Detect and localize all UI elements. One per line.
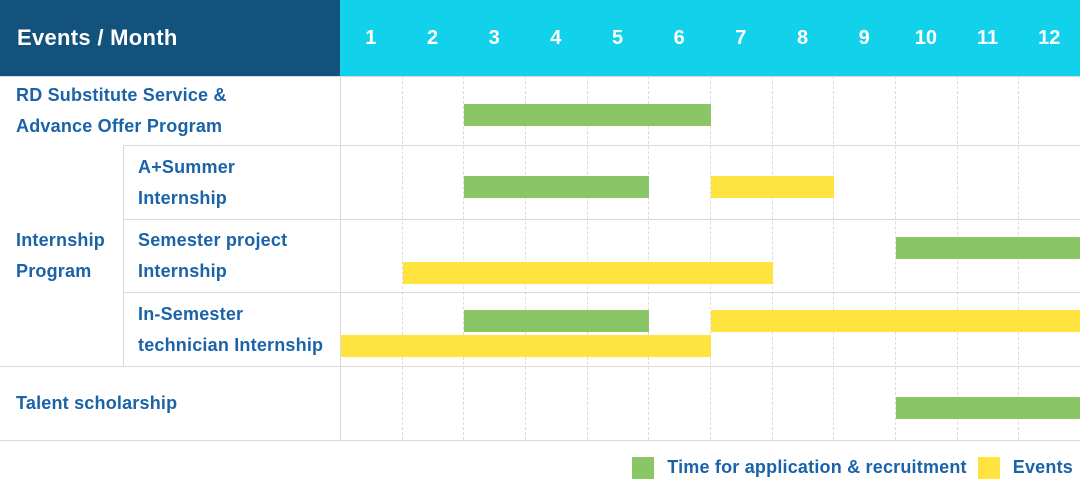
month-gridline	[833, 76, 835, 440]
row-chart-semester-project-internship	[340, 220, 1080, 292]
row-label-in-semester-technician-internship: In-Semester technician Internship	[138, 303, 324, 355]
table-row-in-semester-technician-internship: In-Semester technician Internship	[0, 292, 1080, 366]
row-chart-in-semester-technician-internship	[340, 293, 1080, 366]
month-header-row: 1 2 3 4 5 6 7 8 9 10 11 12	[340, 0, 1080, 76]
month-header-3: 3	[488, 26, 500, 49]
bar-in-semester-technician-internship-green-m3	[464, 310, 650, 332]
month-gridline	[710, 76, 711, 440]
legend: Time for application & recruitment Event…	[0, 441, 1080, 494]
month-header-12: 12	[1038, 26, 1061, 49]
bar-a-plus-summer-internship-yellow-m7	[711, 175, 835, 198]
group-cell-internship-program: Internship Program	[0, 145, 124, 366]
legend-label-application: Time for application & recruitment	[667, 457, 967, 477]
row-label-talent-scholarship: Talent scholarship	[16, 393, 178, 413]
table-row-semester-project-internship: Semester project Internship	[0, 219, 1080, 292]
bar-rd-substitute-service-green-m3	[464, 104, 711, 126]
month-gridline	[771, 76, 773, 440]
bar-semester-project-internship-green-m10	[896, 237, 1080, 259]
table-header: Events / Month 1 2 3 4 5 6 7 8 9 10 11 12	[0, 0, 1080, 76]
table-row-rd-substitute-service: RD Substitute Service & Advance Offer Pr…	[0, 76, 1080, 145]
month-header-8: 8	[796, 26, 809, 49]
month-header-10: 10	[914, 26, 937, 49]
header-title-cell: Events / Month	[0, 0, 340, 76]
month-header-2: 2	[426, 26, 439, 49]
legend-label-events: Events	[1012, 457, 1073, 477]
table-row-talent-scholarship: Talent scholarship	[0, 366, 1080, 440]
month-header-6: 6	[673, 26, 685, 49]
bar-in-semester-technician-internship-yellow-m1	[341, 335, 711, 357]
month-header-5: 5	[611, 26, 624, 49]
legend-item-application: Time for application & recruitment	[632, 456, 967, 479]
table-body: RD Substitute Service & Advance Offer Pr…	[0, 76, 1080, 440]
table-body-wrap: RD Substitute Service & Advance Offer Pr…	[0, 76, 1080, 441]
month-header-4: 4	[550, 26, 562, 49]
yellow-swatch-icon	[977, 456, 1000, 479]
month-gridline	[401, 76, 403, 440]
bar-in-semester-technician-internship-yellow-m7	[711, 310, 1080, 332]
green-swatch-icon	[632, 456, 655, 479]
row-label-a-plus-summer-internship: A+Summer Internship	[138, 156, 236, 208]
legend-item-events: Events	[977, 456, 1073, 479]
month-header-7: 7	[735, 26, 747, 49]
bar-a-plus-summer-internship-green-m3	[464, 175, 650, 198]
bar-semester-project-internship-yellow-m2	[402, 262, 773, 284]
month-header-9: 9	[858, 26, 870, 49]
month-header-11: 11	[976, 26, 999, 49]
month-gridline	[463, 76, 465, 440]
row-label-rd-substitute-service: RD Substitute Service & Advance Offer Pr…	[16, 85, 227, 136]
month-gridline	[525, 76, 526, 440]
row-chart-rd-substitute-service	[340, 77, 1080, 145]
month-gridline	[895, 76, 896, 440]
row-chart-a-plus-summer-internship	[340, 146, 1080, 219]
month-header-1: 1	[365, 26, 377, 49]
bar-talent-scholarship-green-m10	[896, 396, 1080, 419]
month-gridline	[586, 76, 588, 440]
row-label-semester-project-internship: Semester project Internship	[138, 230, 288, 281]
row-chart-talent-scholarship	[340, 367, 1080, 440]
month-gridline	[648, 76, 650, 440]
table-row-a-plus-summer-internship: A+Summer Internship	[0, 145, 1080, 219]
